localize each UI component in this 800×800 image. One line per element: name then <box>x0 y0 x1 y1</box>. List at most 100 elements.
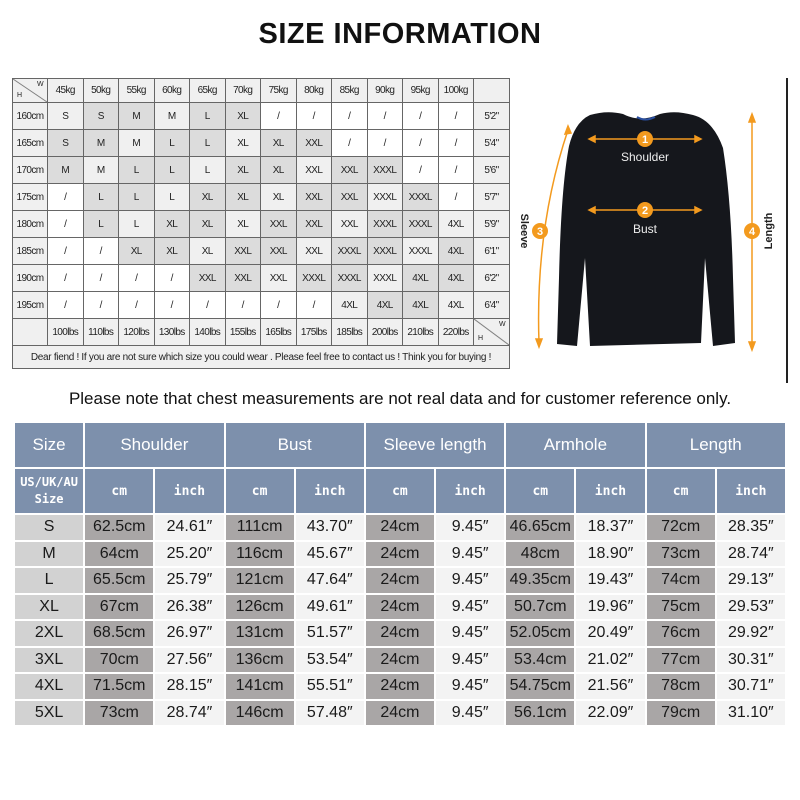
size-cell: / <box>295 102 332 130</box>
size-cell: / <box>82 264 119 292</box>
size-cell: / <box>331 102 368 130</box>
weight-kg-header: 75kg <box>260 78 297 103</box>
size-cell: S <box>82 102 119 130</box>
unit-inch-header: inch <box>293 467 366 515</box>
size-cell: XL <box>118 237 155 265</box>
grid-row: 195cm / / / / / / //4XL 4XL 4XL 4XL 6'4" <box>12 291 510 319</box>
inch-value: 28.74″ <box>153 698 226 727</box>
size-cell: L <box>118 156 155 184</box>
weight-lbs-label: 175lbs <box>295 318 332 346</box>
unit-inch-header: inch <box>574 467 647 515</box>
size-cell: XXL <box>331 156 368 184</box>
inch-value: 9.45″ <box>434 645 507 674</box>
sleeve-label: Sleeve <box>518 214 530 249</box>
grid-footer-text: Dear fiend ! If you are not sure which s… <box>12 345 510 369</box>
grid-footer-row: Dear fiend ! If you are not sure which s… <box>12 345 510 369</box>
marker-4: 4 <box>749 226 756 238</box>
cm-value: 68.5cm <box>83 619 156 648</box>
size-label: 2XL <box>12 619 86 648</box>
inch-value: 28.74″ <box>714 539 788 568</box>
size-cell: / <box>366 102 403 130</box>
unit-inch-header: inch <box>434 467 507 515</box>
size-row: 5XL 73cm 28.74″ 146cm 57.48″ 24cm 9.45″ 56.1cm 2… <box>12 698 788 727</box>
height-cm-label: 170cm <box>12 156 48 184</box>
inch-value: 18.90″ <box>574 539 647 568</box>
inch-value: 49.61″ <box>293 592 366 621</box>
cm-value: 121cm <box>223 566 296 595</box>
grid-row: 175cm / L L L XL XL XL XXL XXL XXXL XXXL/5'7" <box>12 183 510 211</box>
weight-kg-header: 85kg <box>331 78 368 103</box>
weight-lbs-label: 100lbs <box>47 318 84 346</box>
height-ft-label: 6'1" <box>473 237 510 265</box>
garment-measurement-diagram: 1 2 3 4 Shoulder Bust Sleeve Length <box>515 78 788 383</box>
region-label: US/UK/AU <box>20 475 78 489</box>
inch-value: 9.45″ <box>434 566 507 595</box>
size-cell: XXXL <box>366 183 403 211</box>
size-label: S <box>12 513 86 542</box>
size-cell: XL <box>224 183 261 211</box>
cm-value: 111cm <box>223 513 296 542</box>
cm-value: 76cm <box>644 619 717 648</box>
size-cell: XL <box>153 210 190 238</box>
weight-kg-header: 60kg <box>153 78 190 103</box>
size-cell: M <box>153 102 190 130</box>
size-cell: XXL <box>331 210 368 238</box>
marker-2: 2 <box>642 205 648 217</box>
size-cell: S <box>47 129 84 157</box>
unit-cm-header: cm <box>363 467 437 515</box>
size-cell: L <box>153 129 190 157</box>
weight-lbs-label: 210lbs <box>402 318 439 346</box>
size-cell: XL <box>260 183 297 211</box>
size-row: M 64cm 25.20″ 116cm 45.67″ 24cm 9.45″ 48cm 18.90… <box>12 539 788 568</box>
sweater-illustration: 1 2 3 4 Shoulder Bust Sleeve Length <box>518 111 775 353</box>
size-cell: / <box>437 183 474 211</box>
inch-value: 29.92″ <box>714 619 788 648</box>
cm-value: 50.7cm <box>504 592 577 621</box>
cm-value: 67cm <box>83 592 156 621</box>
cm-value: 78cm <box>644 672 717 701</box>
size-label: XL <box>12 592 86 621</box>
blank-lbs-cell <box>12 318 48 346</box>
region-size-label: Size <box>34 492 64 506</box>
cm-value: 116cm <box>223 539 296 568</box>
weight-kg-header: 70kg <box>224 78 261 103</box>
weight-lbs-label: 140lbs <box>189 318 226 346</box>
size-cell: M <box>47 156 84 184</box>
height-weight-size-grid: H W 45kg 50kg 55kg 60kg 65kg 70kg 75kg 80kg 85kg 90… <box>12 78 510 369</box>
height-cm-label: 190cm <box>12 264 48 292</box>
bust-label: Bust <box>633 222 658 236</box>
inch-value: 51.57″ <box>293 619 366 648</box>
weight-kg-header: 55kg <box>118 78 155 103</box>
inch-value: 9.45″ <box>434 672 507 701</box>
size-cell: XL <box>153 237 190 265</box>
cm-value: 146cm <box>223 698 296 727</box>
weight-kg-header-row: H W 45kg 50kg 55kg 60kg 65kg 70kg 75kg 80kg 85kg 90… <box>12 78 510 103</box>
inch-value: 28.15″ <box>153 672 226 701</box>
size-cell: / <box>366 129 403 157</box>
size-cell: XXXL <box>331 237 368 265</box>
size-row: 2XL 68.5cm 26.97″ 131cm 51.57″ 24cm 9.45″ 52.05… <box>12 619 788 648</box>
cm-value: 24cm <box>363 539 437 568</box>
cm-value: 73cm <box>644 539 717 568</box>
inch-value: 19.43″ <box>574 566 647 595</box>
size-cell: XL <box>224 102 261 130</box>
group-header-row: Size Shoulder Bust Sleeve length Armhole Leng… <box>12 421 788 469</box>
size-cell: 4XL <box>437 237 474 265</box>
cm-value: 64cm <box>83 539 156 568</box>
size-cell: M <box>82 156 119 184</box>
grid-row: 170cm M M L L L XL XL XXL XXL XXXL //5'6" <box>12 156 510 184</box>
size-cell: / <box>47 291 84 319</box>
size-cell: / <box>437 102 474 130</box>
weight-lbs-label: 220lbs <box>437 318 474 346</box>
size-cell: L <box>189 156 226 184</box>
inch-value: 27.56″ <box>153 645 226 674</box>
inch-value: 55.51″ <box>293 672 366 701</box>
corner-h-label: H <box>17 92 22 99</box>
cm-value: 131cm <box>223 619 296 648</box>
size-cell: L <box>153 183 190 211</box>
size-cell: XXXL <box>366 237 403 265</box>
size-cell: XXXL <box>366 210 403 238</box>
group-header-armhole: Armhole <box>504 421 647 469</box>
size-cell: XL <box>224 210 261 238</box>
